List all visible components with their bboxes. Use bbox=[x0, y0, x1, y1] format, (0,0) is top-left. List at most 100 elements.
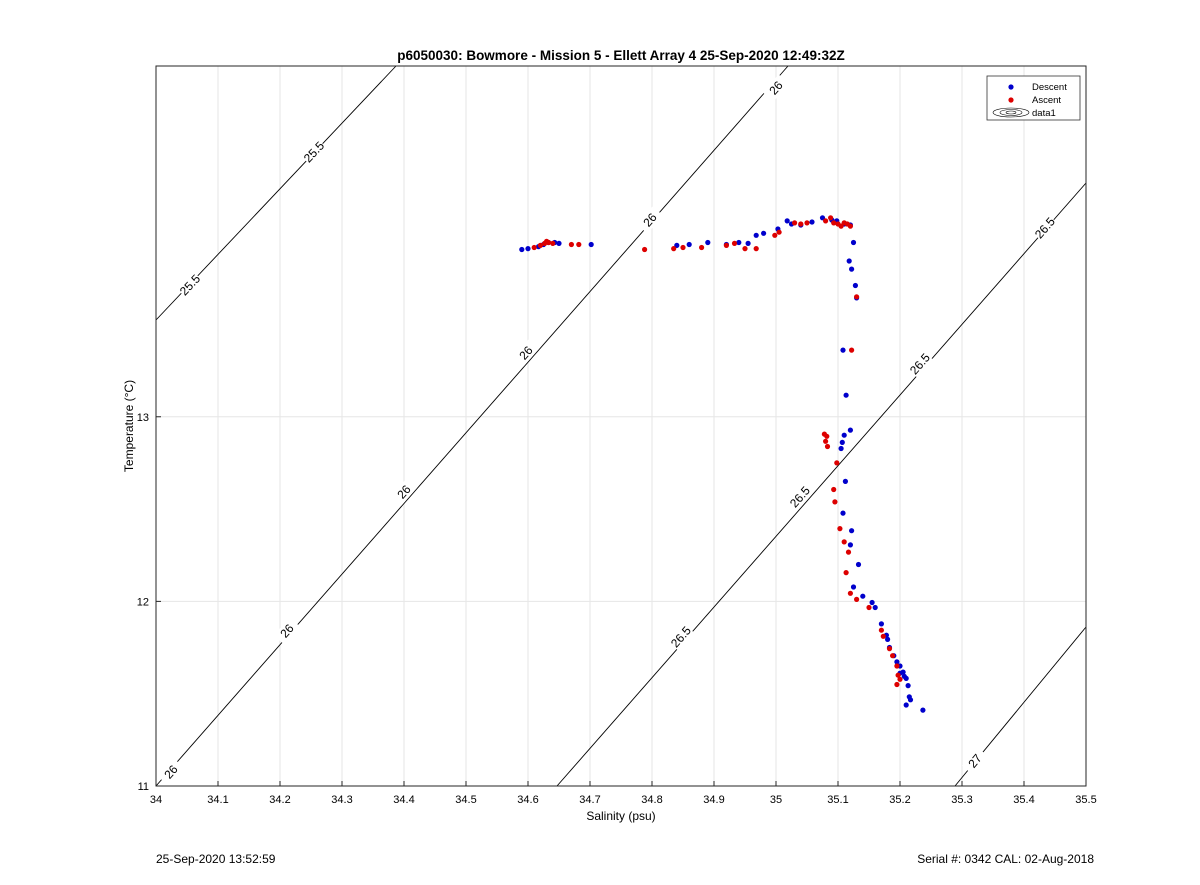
descent-point bbox=[840, 510, 846, 516]
plot-area-frame bbox=[155, 65, 1087, 787]
descent-point bbox=[849, 266, 855, 272]
chart-legend: Descent Ascent data1 bbox=[986, 75, 1081, 121]
ascent-point bbox=[841, 539, 847, 545]
descent-point bbox=[843, 392, 849, 398]
contour-label-bg bbox=[176, 271, 204, 299]
ascent-point bbox=[642, 246, 648, 253]
descent-point bbox=[761, 230, 767, 236]
y-tick-label: 11 bbox=[138, 781, 149, 793]
descent-point bbox=[905, 683, 911, 689]
x-tick-label: 35 bbox=[770, 794, 782, 806]
descent-point bbox=[872, 604, 878, 611]
descent-point bbox=[850, 584, 857, 590]
descent-point bbox=[847, 427, 854, 433]
ascent-point bbox=[847, 590, 854, 596]
descent-point bbox=[847, 542, 854, 548]
x-tick-label: 34.2 bbox=[269, 794, 290, 806]
ascent-point bbox=[568, 241, 575, 248]
ascent-point bbox=[680, 244, 686, 251]
legend-marker-ascent bbox=[1008, 97, 1014, 103]
descent-point bbox=[901, 673, 907, 679]
descent-point bbox=[878, 621, 885, 627]
ascent-point bbox=[823, 438, 829, 444]
x-tick-label: 34.3 bbox=[331, 794, 352, 806]
ascent-point bbox=[537, 242, 544, 248]
ascent-point bbox=[832, 499, 838, 505]
contour-label-bg bbox=[1031, 214, 1059, 242]
descent-point bbox=[850, 239, 857, 246]
ascent-point bbox=[699, 244, 705, 251]
data-points bbox=[519, 215, 926, 713]
x-tick-label: 34.7 bbox=[579, 794, 600, 806]
ascent-point bbox=[753, 246, 759, 252]
ascent-point bbox=[866, 604, 872, 611]
descent-point bbox=[846, 258, 852, 264]
ascent-point bbox=[776, 229, 782, 235]
ascent-point bbox=[742, 246, 748, 252]
contour-label-bg bbox=[786, 483, 814, 511]
descent-point bbox=[852, 282, 859, 289]
ascent-point bbox=[878, 627, 885, 633]
descent-point bbox=[839, 439, 845, 445]
contour-label-bg bbox=[667, 623, 695, 651]
x-tick-label: 34.9 bbox=[703, 794, 724, 806]
descent-point bbox=[849, 528, 855, 534]
ascent-point bbox=[880, 633, 886, 639]
ascent-point bbox=[576, 241, 582, 248]
ascent-point bbox=[831, 486, 837, 493]
footer-timestamp: 25-Sep-2020 13:52:59 bbox=[156, 852, 276, 866]
ascent-point bbox=[824, 433, 830, 439]
descent-point bbox=[885, 636, 891, 643]
contour-label-bg bbox=[273, 617, 301, 645]
contour-label-bg bbox=[762, 74, 790, 102]
x-axis-label: Salinity (psu) bbox=[586, 809, 655, 823]
ascent-point bbox=[894, 681, 900, 688]
legend-box bbox=[986, 75, 1081, 121]
ascent-point bbox=[886, 646, 893, 652]
y-tick-label: 12 bbox=[137, 596, 149, 608]
contour-label-bg bbox=[390, 478, 418, 506]
contour-label-bg bbox=[157, 758, 185, 786]
footer-serial-calibration: Serial #: 0342 CAL: 02-Aug-2018 bbox=[917, 852, 1094, 866]
axes: 34 34.1 34.2 34.3 34.4 34.5 34.6 34.7 34.8 34.9 35… bbox=[137, 412, 1097, 806]
descent-point bbox=[745, 240, 751, 246]
contour-label-bg bbox=[636, 206, 664, 234]
descent-point bbox=[920, 707, 926, 713]
chart-title: p6050030: Bowmore - Mission 5 - Ellett A… bbox=[397, 48, 844, 63]
y-axis-label: Temperature (°C) bbox=[122, 380, 136, 472]
descent-point bbox=[842, 478, 849, 484]
ascent-point bbox=[854, 294, 860, 300]
x-tick-label: 34.1 bbox=[207, 794, 228, 806]
x-tick-label: 34.6 bbox=[517, 794, 538, 806]
x-tick-label: 34 bbox=[150, 794, 162, 806]
contour-label-bg bbox=[961, 747, 989, 775]
descent-point bbox=[674, 242, 680, 248]
ascent-point bbox=[838, 223, 844, 229]
descent-point bbox=[736, 239, 742, 246]
descent-point bbox=[907, 697, 914, 703]
contour-label-bg bbox=[906, 350, 934, 378]
x-tick-label: 35.2 bbox=[889, 794, 910, 806]
descent-point bbox=[705, 239, 711, 246]
ascent-point bbox=[798, 221, 804, 227]
ascent-point bbox=[828, 215, 834, 221]
descent-point bbox=[841, 432, 847, 438]
x-tick-label: 35.3 bbox=[951, 794, 972, 806]
descent-point bbox=[869, 599, 875, 606]
ascent-point bbox=[531, 244, 537, 251]
y-tick-label: 13 bbox=[137, 412, 149, 424]
descent-point bbox=[525, 246, 531, 252]
legend-label-descent: Descent bbox=[1032, 82, 1067, 93]
descent-point bbox=[903, 702, 909, 708]
x-tick-label: 34.8 bbox=[641, 794, 662, 806]
ascent-point bbox=[847, 223, 854, 229]
ascent-point bbox=[894, 663, 900, 669]
ascent-point bbox=[671, 246, 677, 252]
x-tick-label: 35.1 bbox=[827, 794, 848, 806]
ascent-point bbox=[837, 526, 843, 532]
legend-label-ascent: Ascent bbox=[1032, 95, 1061, 106]
ascent-point bbox=[834, 460, 840, 466]
legend-marker-contour-icon bbox=[992, 107, 1030, 118]
